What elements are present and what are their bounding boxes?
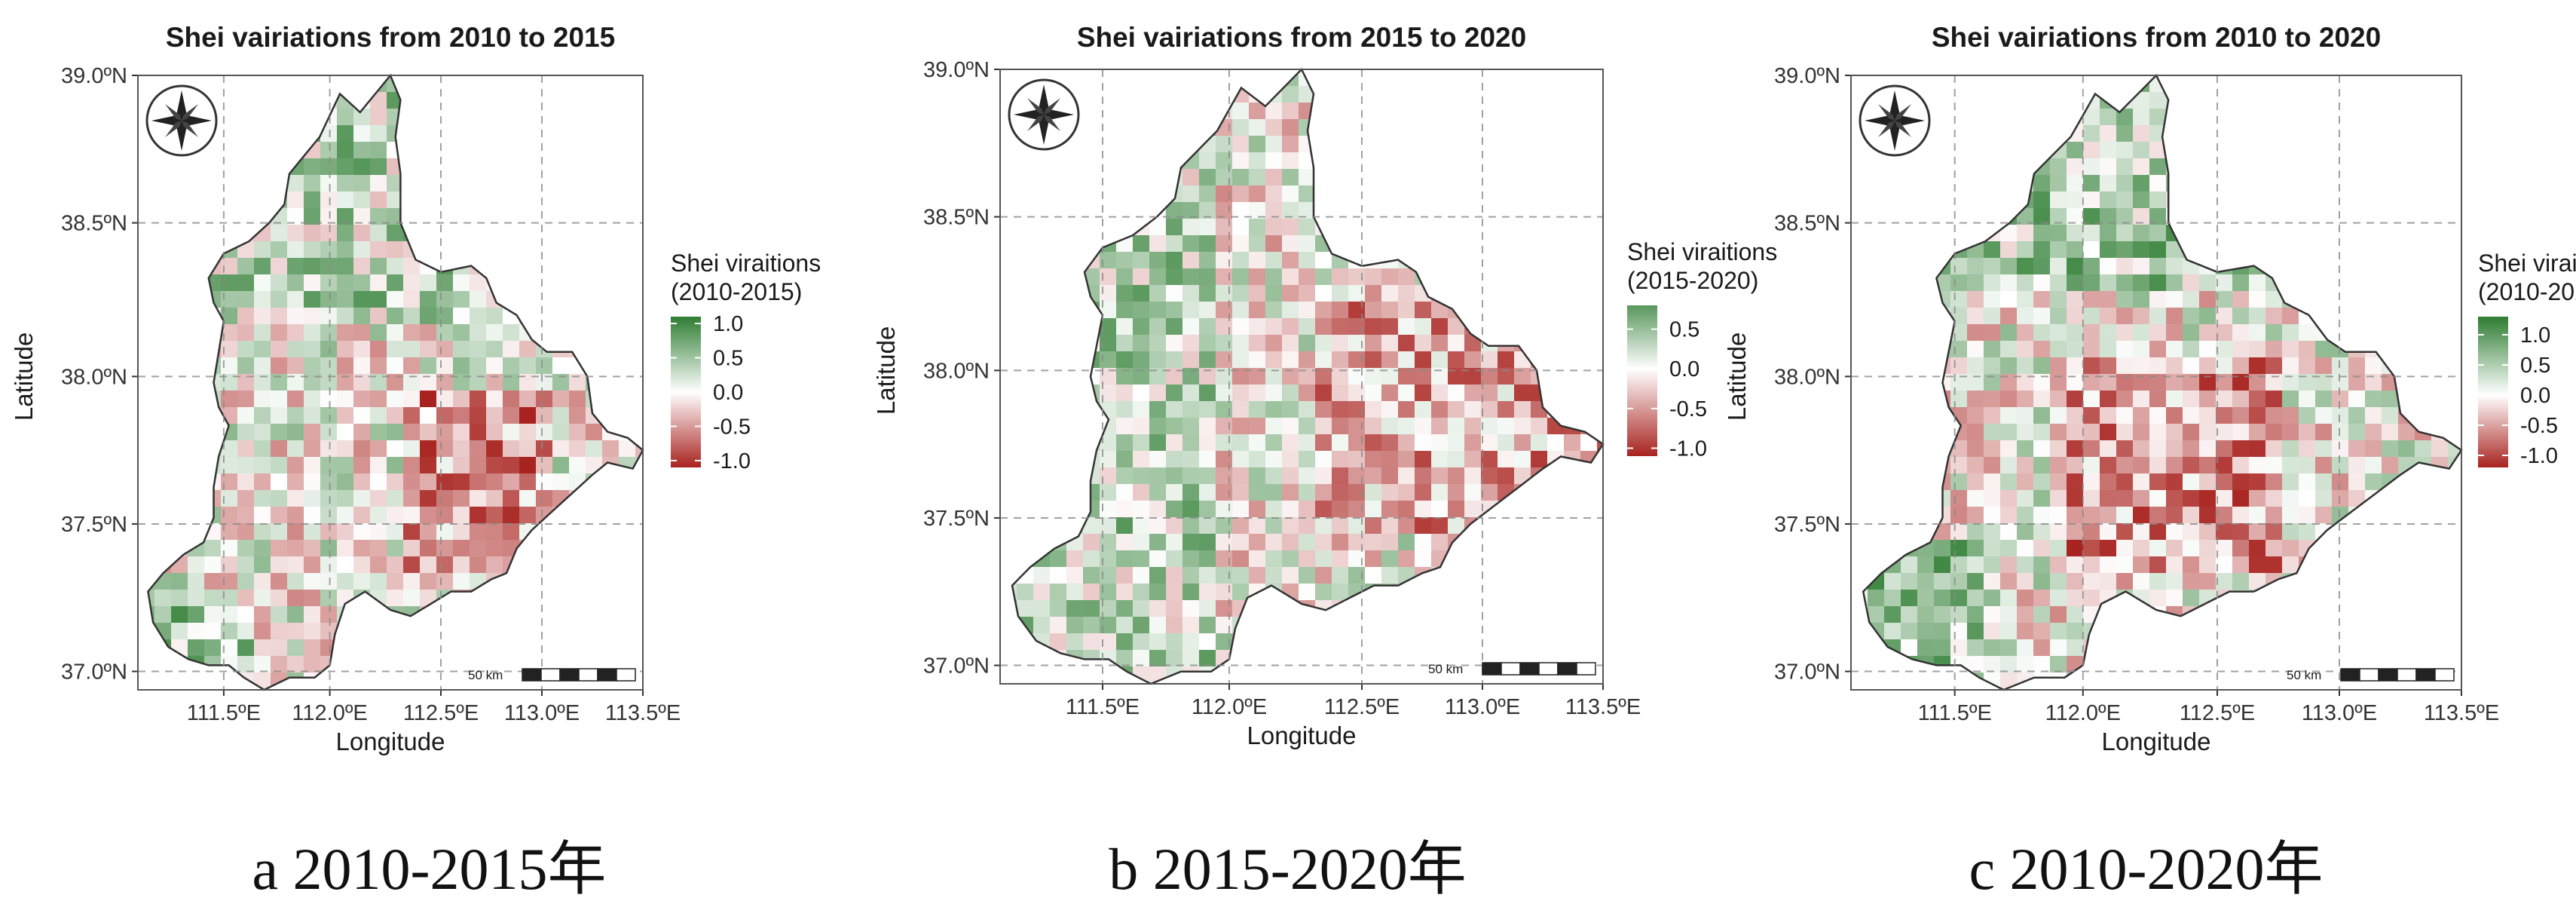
y-tick-label: 37.5ºN (923, 507, 990, 531)
compass-rose-icon (1859, 84, 1931, 157)
y-tick-label: 37.0ºN (923, 654, 990, 679)
legend-tick-label: 0.5 (2520, 354, 2550, 378)
legend-tick-label: 0.0 (2520, 384, 2550, 408)
x-tick-label: 112.5ºE (1324, 695, 1400, 719)
legend-tick-label: -0.5 (1669, 397, 1707, 421)
scale-bar-label: 50 km (1428, 662, 1463, 676)
x-tick-label: 112.5ºE (2180, 701, 2255, 725)
x-axis-label: Longitude (1247, 722, 1357, 749)
map-panel-1: Shei vairiations from 2010 to 2015 111.5º… (0, 0, 858, 910)
y-tick-label: 38.5ºN (61, 212, 127, 236)
scale-bar: 50 km (468, 668, 636, 682)
x-axis-label: Longitude (2102, 728, 2211, 755)
map-panel-3: Shei vairiations from 2010 to 2020 111.5º… (1717, 0, 2576, 910)
x-tick-label: 113.5ºE (2424, 701, 2499, 725)
x-tick-label: 112.0ºE (292, 701, 367, 725)
panel-caption: c 2010-2020年 (1969, 836, 2324, 902)
legend-title: Shei viraitions (1627, 238, 1777, 265)
y-tick-label: 37.5ºN (61, 513, 127, 537)
x-tick-label: 113.0ºE (2302, 701, 2377, 725)
x-tick-label: 112.5ºE (403, 701, 479, 725)
legend-subtitle: (2015-2020) (1627, 267, 1758, 294)
map-svg-2: Shei vairiations from 2015 to 2020 111.5º… (872, 22, 1777, 749)
map-svg-1: Shei vairiations from 2010 to 2015 111.5º… (10, 22, 821, 755)
x-tick-label: 111.5ºE (187, 701, 261, 725)
y-axis-label: Latitude (10, 332, 38, 421)
y-tick-label: 37.0ºN (61, 660, 127, 685)
compass-rose-icon (1008, 78, 1080, 151)
legend-tick-label: 0.5 (1669, 318, 1699, 342)
y-tick-label: 39.0ºN (923, 58, 990, 82)
map-svg-3: Shei vairiations from 2010 to 2020 111.5º… (1723, 22, 2576, 755)
legend-title: Shei viraitions (671, 250, 821, 277)
y-tick-label: 38.0ºN (923, 359, 990, 383)
map-title: Shei vairiations from 2010 to 2020 (1932, 22, 2381, 53)
map-title: Shei vairiations from 2010 to 2015 (166, 22, 615, 53)
region-boundary (147, 73, 644, 691)
y-tick-label: 38.5ºN (923, 206, 990, 230)
x-tick-label: 112.0ºE (2045, 701, 2121, 725)
y-axis-label: Latitude (1723, 332, 1751, 421)
x-tick-label: 111.5ºE (1918, 701, 1992, 725)
legend-subtitle: (2010-2020) (2478, 278, 2576, 305)
x-tick-label: 111.5ºE (1066, 695, 1140, 719)
scale-bar: 50 km (1428, 662, 1596, 676)
y-tick-label: 38.5ºN (1774, 212, 1840, 236)
legend-tick-label: 0.0 (1669, 357, 1699, 381)
legend-tick-label: 1.0 (713, 312, 743, 336)
legend-colorbar (1627, 305, 1657, 456)
x-tick-label: 113.0ºE (504, 701, 580, 725)
legend-tick-label: -0.5 (713, 415, 751, 439)
x-tick-label: 112.0ºE (1192, 695, 1267, 719)
legend-tick-label: -1.0 (713, 449, 751, 473)
legend-tick-label: -0.5 (2520, 414, 2558, 438)
legend-tick-label: 1.0 (2520, 323, 2550, 348)
legend-tick-label: 0.0 (713, 381, 743, 405)
y-tick-label: 37.5ºN (1774, 513, 1840, 537)
panel-caption: b 2015-2020年 (1109, 836, 1467, 902)
map-title: Shei vairiations from 2015 to 2020 (1077, 22, 1526, 53)
x-tick-label: 113.5ºE (1565, 695, 1641, 719)
map-panel-2: Shei vairiations from 2015 to 2020 111.5º… (858, 0, 1777, 910)
x-axis-label: Longitude (336, 728, 445, 755)
region-boundary (1011, 67, 1605, 685)
legend-colorbar (2478, 317, 2508, 467)
y-tick-label: 37.0ºN (1774, 660, 1840, 685)
raster-layer (1863, 75, 2461, 690)
y-axis-label: Latitude (872, 326, 900, 415)
legend-tick-label: 0.5 (713, 347, 743, 371)
x-tick-label: 113.5ºE (605, 701, 681, 725)
x-tick-label: 113.0ºE (1445, 695, 1520, 719)
legend-tick-label: -1.0 (1669, 437, 1707, 461)
scale-bar: 50 km (2287, 668, 2455, 682)
y-tick-label: 39.0ºN (61, 64, 127, 88)
legend-title: Shei viraitions (2478, 250, 2576, 277)
compass-rose-icon (145, 84, 218, 157)
panel-caption: a 2010-2015年 (252, 836, 607, 902)
y-tick-label: 39.0ºN (1774, 64, 1840, 88)
region-boundary (1862, 73, 2463, 691)
y-tick-label: 38.0ºN (61, 365, 127, 389)
scale-bar-label: 50 km (468, 668, 503, 682)
y-tick-label: 38.0ºN (1774, 365, 1840, 389)
legend-subtitle: (2010-2015) (671, 278, 802, 305)
scale-bar-label: 50 km (2287, 668, 2321, 682)
legend-tick-label: -1.0 (2520, 444, 2558, 468)
